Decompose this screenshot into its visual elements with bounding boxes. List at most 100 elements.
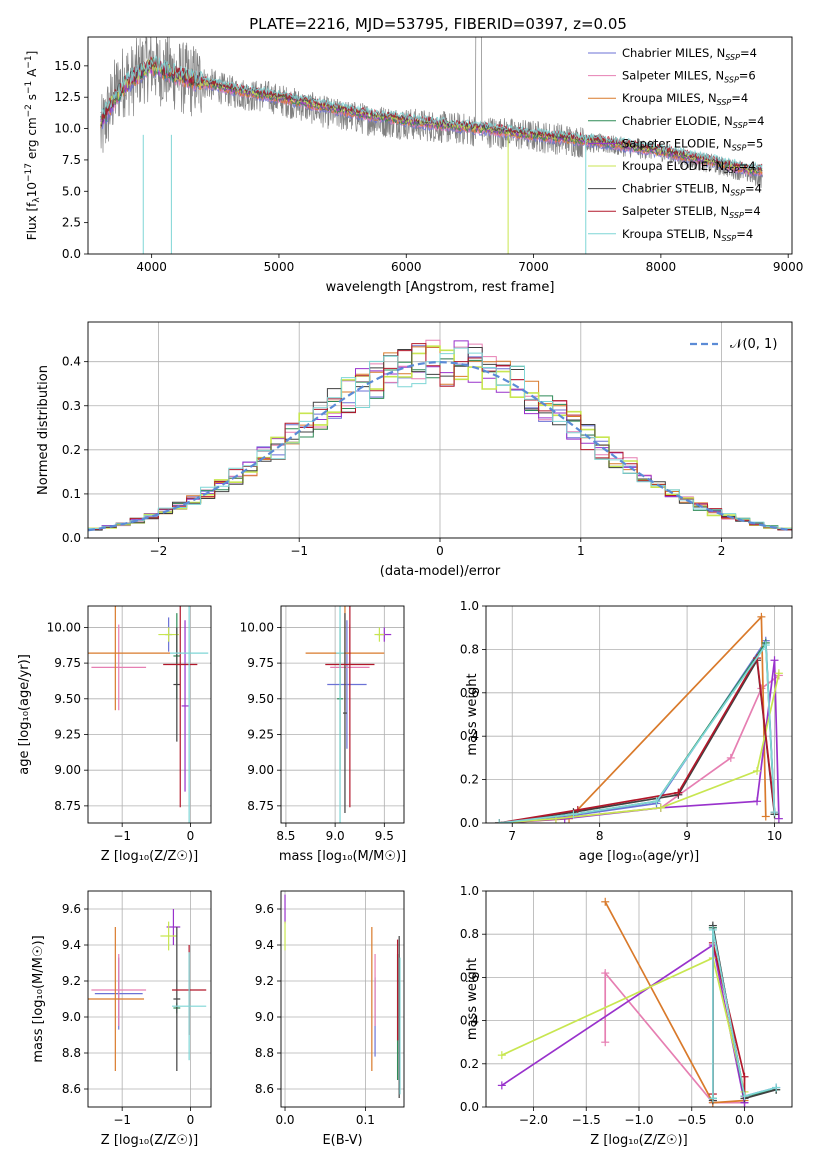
y-tick-label: 0.4 [460, 729, 479, 743]
weight-marker-8 [761, 641, 770, 650]
panel-mass_vs_EBV: 0.0 0.1 8.6 8.8 9.0 9.2 9.4 9.6 E(B-V) [255, 890, 405, 1148]
axes-frame [280, 890, 405, 1108]
y-tick-label: 9.6 [62, 902, 81, 916]
y-tick-label: 9.00 [247, 763, 274, 777]
y-tick-label: 0.6 [460, 686, 479, 700]
weight-line-6 [498, 657, 776, 823]
x-tick-label: 8000 [646, 260, 677, 274]
weight-line-3 [499, 640, 776, 823]
y-tick-label: 9.2 [62, 974, 81, 988]
weight-marker-4 [774, 814, 783, 823]
y-tick-label: 0.6 [460, 970, 479, 984]
weight-line-4 [501, 943, 746, 1103]
legend-sub: SSP [733, 121, 748, 130]
legend-entry-6: Chabrier STELIB, NSSP=4 [622, 182, 762, 198]
x-axis-label: Z [log₁₀(Z/Z☉)] [590, 1133, 687, 1148]
legend-sub: SSP [732, 143, 747, 152]
x-axis-label: mass [log₁₀(M/M☉)] [279, 849, 406, 864]
y-tick-label: 0.3 [62, 399, 81, 413]
y-axis-label: mass weight [465, 673, 480, 755]
y-tick-label: 9.75 [247, 656, 274, 670]
y-tick-label: 2.5 [62, 216, 81, 230]
weight-line-7 [498, 655, 776, 823]
x-axis-label: Z [log₁₀(Z/Z☉)] [101, 1133, 198, 1148]
weight-marker-8 [495, 819, 504, 823]
legend-label: Salpeter STELIB, N [622, 204, 729, 218]
plot-area [88, 322, 792, 538]
x-tick-label: 9000 [773, 260, 804, 274]
y-axis-label: Flux [fλ10−17 erg cm−2 s−1 A−1] [24, 51, 42, 241]
x-tick-label: −2.0 [519, 1113, 548, 1127]
y-label-part: −17 [24, 163, 34, 182]
y-tick-label: 0.2 [62, 443, 81, 457]
legend-entry-2: Kroupa MILES, NSSP=4 [622, 91, 748, 107]
panel-weight_vs_Z: −2.0 −1.5 −1.0 −0.5 0.0 0.0 0.2 0.4 0.6 0.8 1.0 Z [… [460, 884, 793, 1148]
x-tick-label: −0.5 [677, 1113, 706, 1127]
x-tick-label: 8.5 [276, 829, 295, 843]
y-tick-label: 8.6 [255, 1082, 274, 1096]
weight-marker-1 [726, 753, 735, 762]
weight-marker-4 [770, 656, 779, 665]
y-label-part: ] [25, 51, 39, 56]
y-tick-label: 9.4 [62, 938, 81, 952]
x-tick-label: 1 [577, 544, 585, 558]
y-tick-label: 9.6 [255, 902, 274, 916]
legend-label-normal: 𝒩(0, 1) [730, 337, 777, 352]
weight-marker-8 [569, 810, 578, 819]
legend-sub: SSP [722, 234, 737, 243]
x-tick-label: −2 [150, 544, 168, 558]
normal-reference-curve [88, 360, 792, 532]
plot-area [281, 606, 404, 823]
y-tick-label: 9.0 [255, 1010, 274, 1024]
plot-area [486, 891, 792, 1107]
x-tick-label: 0 [187, 829, 195, 843]
x-tick-label: 7000 [518, 260, 549, 274]
weight-marker-8 [770, 808, 779, 817]
weight-marker-8 [740, 1092, 749, 1101]
y-tick-label: 8.8 [62, 1046, 81, 1060]
x-tick-label: 0.0 [275, 1113, 294, 1127]
x-axis-label: Z [log₁₀(Z/Z☉)] [101, 849, 198, 864]
legend-value: =4 [748, 114, 765, 128]
x-tick-label: 9.5 [375, 829, 394, 843]
x-axis-label: (data-model)/error [380, 564, 501, 579]
weight-marker-8 [708, 1094, 717, 1103]
weight-marker-5 [497, 1051, 506, 1060]
weight-marker-7 [573, 805, 582, 814]
legend-entry-0: Chabrier MILES, NSSP=4 [622, 46, 757, 62]
x-tick-label: 10 [767, 829, 782, 843]
axes-frame [485, 605, 793, 824]
y-tick-label: 7.5 [62, 153, 81, 167]
x-tick-label: 9 [683, 829, 691, 843]
weight-marker-1 [601, 1038, 610, 1047]
weight-marker-2 [601, 897, 610, 906]
y-tick-label: 9.0 [62, 1010, 81, 1024]
y-tick-label: 0.8 [460, 642, 479, 656]
axes-frame [280, 605, 405, 824]
weight-line-1 [604, 970, 745, 1104]
plot-area [281, 891, 404, 1107]
legend-entry-5: Kroupa ELODIE, NSSP=4 [622, 159, 756, 175]
weight-marker-4 [497, 1081, 506, 1090]
x-tick-label: 2 [718, 544, 726, 558]
y-tick-label: 0.2 [460, 1057, 479, 1071]
legend-sub: SSP [729, 211, 744, 220]
x-tick-label: −1.5 [572, 1113, 601, 1127]
weight-marker-8 [708, 925, 717, 934]
y-axis-label: age [log₁₀(age/yr)] [17, 654, 32, 775]
y-tick-label: 8.75 [247, 799, 274, 813]
y-tick-label: 9.50 [247, 692, 274, 706]
y-tick-label: 9.50 [54, 692, 81, 706]
panel-age_vs_Z: −1 0 8.75 9.00 9.25 9.50 9.75 10.00 Z [log₁₀(Z/Z… [17, 605, 212, 864]
y-label-part: 10 [25, 182, 39, 197]
legend-value: =4 [731, 91, 748, 105]
legend-value: =5 [746, 136, 763, 150]
y-tick-label: 15.0 [54, 59, 81, 73]
y-tick-label: 9.2 [255, 974, 274, 988]
legend-value: =4 [745, 182, 762, 196]
y-label-part: A [25, 68, 39, 81]
y-label-part: −2 [24, 104, 34, 117]
y-tick-label: 10.0 [54, 122, 81, 136]
legend-value: =6 [739, 69, 756, 83]
